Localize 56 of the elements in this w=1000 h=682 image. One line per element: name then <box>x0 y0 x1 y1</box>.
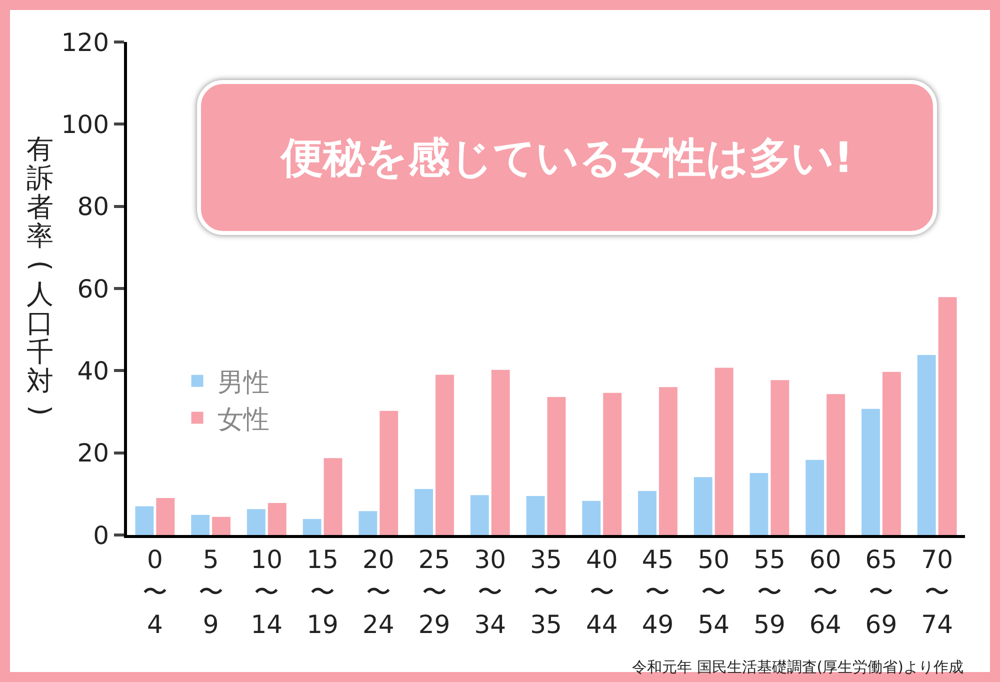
x-tick-label: 10 〜 14 <box>250 545 283 639</box>
x-tick-label: 70 〜 74 <box>921 545 953 639</box>
x-tick-label: 45 〜 49 <box>642 545 674 639</box>
bar <box>917 355 936 535</box>
bar <box>324 458 342 535</box>
bar <box>156 498 175 535</box>
bar <box>806 460 824 535</box>
x-tick-label: 0 〜 4 <box>142 545 168 639</box>
y-tick-label: 20 <box>77 438 109 468</box>
bar <box>491 370 510 535</box>
text: 有訴者率(人口千対) <box>24 134 56 416</box>
bar <box>547 396 566 535</box>
bar <box>470 495 489 535</box>
bar <box>826 394 846 535</box>
y-tick-label: 120 <box>61 28 109 57</box>
x-tick-label: 20 〜 24 <box>362 545 394 639</box>
bar <box>582 500 601 535</box>
bar <box>358 511 378 535</box>
bar <box>938 297 957 535</box>
bar <box>212 516 230 535</box>
x-tick-label: 30 〜 34 <box>474 545 506 639</box>
bar <box>714 368 734 535</box>
bar <box>694 477 712 535</box>
bar <box>526 496 545 535</box>
bar <box>658 387 678 535</box>
bar <box>436 374 454 535</box>
text: 令和元年 国民生活基礎調査(厚生労働省)より作成 <box>632 658 964 676</box>
bar <box>638 491 656 535</box>
x-tick-label: 40 〜 44 <box>586 545 618 639</box>
bar <box>135 506 154 535</box>
x-tick-label: 15 〜 19 <box>306 545 338 639</box>
x-tick-label: 25 〜 29 <box>418 545 450 639</box>
bar <box>862 408 880 535</box>
x-tick-label: 50 〜 54 <box>698 545 730 639</box>
x-tick-label: 55 〜 59 <box>754 545 786 639</box>
bar <box>750 472 768 535</box>
bar <box>246 509 266 535</box>
bar <box>414 488 434 535</box>
bar <box>603 392 622 535</box>
y-tick-label: 0 <box>93 520 109 550</box>
y-tick-label: 60 <box>77 274 109 304</box>
x-tick-label: 35 〜 35 <box>530 545 562 639</box>
x-tick-label: 65 〜 69 <box>865 545 898 639</box>
y-tick-label: 80 <box>77 192 109 222</box>
y-tick-label: 40 <box>77 356 109 386</box>
x-tick-label: 5 〜 9 <box>198 545 224 639</box>
bar <box>302 518 322 535</box>
x-tick-label: 60 〜 64 <box>809 545 842 639</box>
legend-label: 女性 <box>217 404 270 435</box>
legend-label: 男性 <box>217 368 270 398</box>
y-tick-label: 100 <box>61 110 109 139</box>
bar <box>268 502 286 535</box>
bar <box>191 514 210 535</box>
bar <box>380 410 398 535</box>
bar <box>882 372 901 535</box>
bar <box>770 380 790 535</box>
